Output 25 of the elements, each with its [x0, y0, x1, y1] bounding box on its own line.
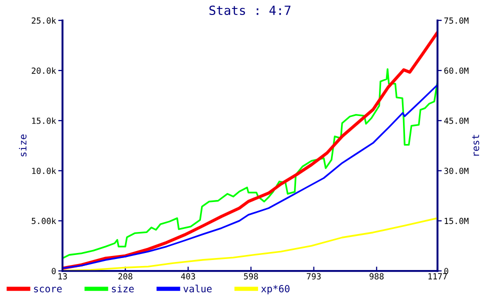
x-tick-label: 13	[58, 273, 67, 280]
y2-tick-label: 15.0M	[444, 218, 468, 224]
legend-label: value	[183, 284, 212, 292]
legend-label: size	[112, 284, 134, 292]
y-tick-label: 0	[52, 268, 56, 274]
x-tick-label: 598	[244, 273, 258, 280]
x-tick-label: 793	[306, 273, 321, 280]
x-tick-label: 208	[118, 273, 132, 280]
x-tick-label: 1177	[428, 273, 447, 280]
y-tick-label: 25.0k	[32, 17, 56, 24]
x-tick-label: 988	[370, 273, 384, 280]
y-tick-label: 10.0k	[32, 168, 56, 174]
y2-axis-title: rest	[472, 134, 480, 156]
legend-label: xp*60	[261, 285, 290, 294]
legend-label: score	[34, 286, 62, 292]
y-axis-title: size	[18, 134, 27, 156]
y-tick-label: 5.00k	[32, 218, 56, 224]
x-tick-label: 403	[181, 273, 196, 280]
y2-tick-label: 75.0M	[444, 17, 468, 24]
y-tick-label: 20.0k	[32, 67, 56, 74]
y-tick-label: 15.0k	[32, 117, 56, 124]
y2-tick-label: 60.0M	[444, 68, 468, 74]
y2-tick-label: 45.0M	[444, 118, 468, 124]
y2-tick-label: 30.0M	[444, 168, 468, 174]
chart-title: Stats : 4:7	[209, 6, 290, 16]
